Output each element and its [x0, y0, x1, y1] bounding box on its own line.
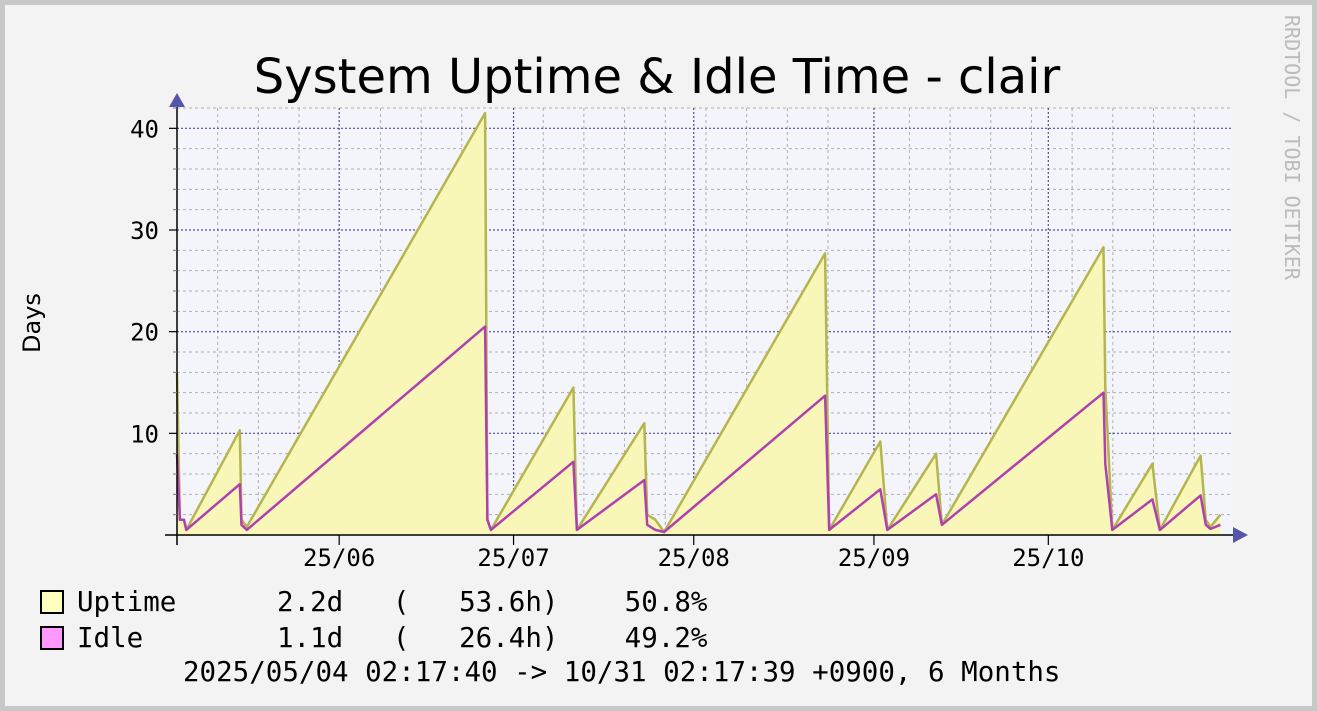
- y-tick-label: 10: [130, 420, 159, 448]
- x-arrow: [1233, 527, 1248, 543]
- legend-swatch: [40, 626, 64, 650]
- x-tick-label: 25/06: [303, 544, 375, 572]
- y-arrow: [169, 93, 185, 107]
- watermark: RRDTOOL / TOBI OETIKER: [1280, 15, 1304, 281]
- y-tick-label: 30: [130, 217, 159, 245]
- x-tick-label: 25/10: [1012, 544, 1084, 572]
- legend-label: Uptime: [77, 586, 176, 618]
- y-tick-label: 20: [130, 319, 159, 347]
- legend-label: Idle: [77, 622, 143, 654]
- axes: [165, 93, 1248, 545]
- legend-swatch: [40, 590, 64, 614]
- legend: Uptime 2.2d ( 53.6h) 50.8% Idle 1.1d ( 26.4…: [40, 586, 708, 654]
- line: [175, 325, 1221, 534]
- x-tick-label: 25/07: [477, 544, 549, 572]
- y-axis-label: Days: [18, 293, 46, 353]
- x-tick-label: 25/08: [658, 544, 730, 572]
- legend-stats: 2.2d ( 53.6h) 50.8%: [277, 586, 708, 618]
- x-tick-label: 25/09: [838, 544, 910, 572]
- area: [177, 113, 1221, 535]
- y-tick-label: 40: [130, 115, 159, 143]
- marks: [175, 111, 1222, 535]
- chart-title: System Uptime & Idle Time - clair: [254, 49, 1061, 105]
- legend-stats: 1.1d ( 26.4h) 49.2%: [277, 622, 708, 654]
- footer: 2025/05/04 02:17:40 -> 10/31 02:17:39 +0…: [183, 656, 1061, 688]
